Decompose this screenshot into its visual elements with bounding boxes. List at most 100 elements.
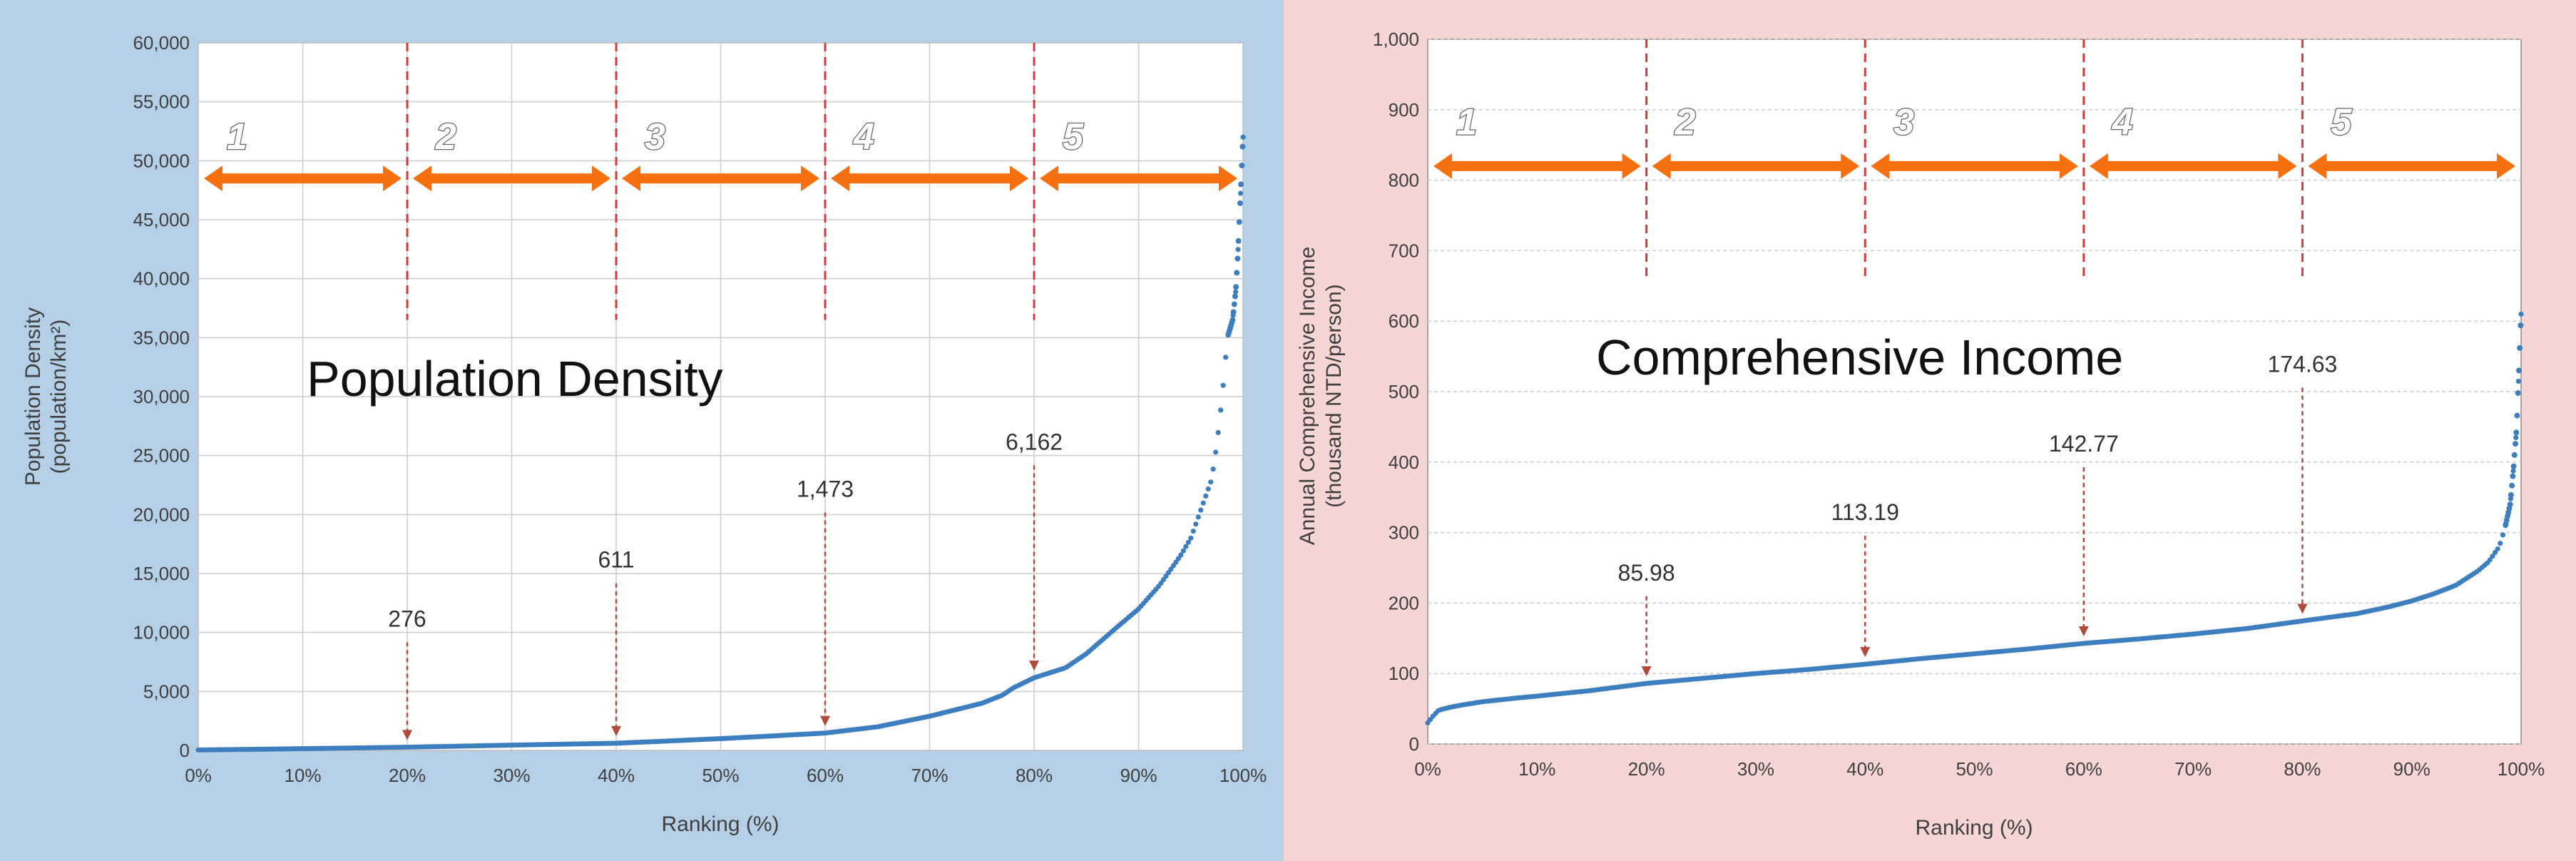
left-data-point <box>1234 270 1240 276</box>
right-data-point <box>2509 482 2515 489</box>
right-x-tick-label: 0% <box>1414 758 1441 780</box>
right-data-point <box>2507 501 2513 508</box>
left-x-tick-label: 20% <box>389 765 426 786</box>
right-annotation-label: 85.98 <box>1618 560 1675 586</box>
left-zone-label: 3 <box>645 116 665 158</box>
right-y-axis-ticks: 0 100 200 300 400 500 600 700 800 900 1,000 <box>1373 29 1419 755</box>
left-data-point <box>1237 190 1244 196</box>
right-data-point <box>2487 557 2493 563</box>
left-y-tick-label: 0 <box>180 740 190 761</box>
right-data-point <box>2510 463 2517 469</box>
right-data-point <box>2518 311 2524 317</box>
right-annotation-arrowhead <box>2078 626 2089 636</box>
left-annotation-arrowhead <box>820 715 830 726</box>
left-data-point <box>1233 284 1240 290</box>
right-y-tick-label: 900 <box>1389 99 1419 121</box>
right-data-point <box>2518 322 2524 329</box>
left-series <box>195 134 1246 753</box>
left-y-tick-label: 35,000 <box>133 327 190 348</box>
right-zone-label: 1 <box>1456 101 1477 143</box>
right-data-point <box>2510 473 2516 479</box>
left-data-point <box>1205 486 1211 492</box>
right-annotation-arrowhead <box>1860 647 1871 658</box>
right-annotations: 85.98 113.19 142.77 174.63 <box>1618 351 2337 677</box>
left-y-tick-label: 5,000 <box>143 681 190 702</box>
left-x-axis-label: Ranking (%) <box>661 812 779 836</box>
right-x-tick-label: 100% <box>2498 758 2545 780</box>
left-zone-label: 2 <box>435 116 456 158</box>
left-data-point <box>1175 556 1181 561</box>
right-zone-arrow <box>2089 153 2297 179</box>
right-y-tick-label: 400 <box>1389 452 1419 473</box>
right-x-axis-label: Ranking (%) <box>1915 816 2033 840</box>
left-data-point <box>1239 162 1245 168</box>
right-x-axis-ticks: 0% 10% 20% 30% 40% 50% 60% 70% 80% 90% 100% <box>1414 758 2545 780</box>
left-zone-label: 4 <box>853 116 874 158</box>
right-x-tick-label: 50% <box>1956 758 1993 780</box>
right-annotation-arrowhead <box>2297 603 2308 614</box>
left-data-point <box>1235 255 1241 262</box>
right-data-point <box>2508 491 2514 498</box>
left-data-point <box>1236 219 1242 225</box>
left-data-point <box>1190 528 1196 534</box>
left-zone-label: 5 <box>1063 116 1084 158</box>
left-y-tick-label: 60,000 <box>133 32 190 54</box>
right-y-tick-label: 800 <box>1389 170 1419 191</box>
right-data-point <box>2490 554 2495 559</box>
left-y-tick-label: 55,000 <box>133 91 190 113</box>
left-annotation-arrowhead <box>402 730 412 740</box>
left-data-point <box>1188 535 1194 541</box>
left-data-point <box>1180 548 1186 554</box>
left-zone-arrow <box>413 165 610 192</box>
left-x-tick-label: 50% <box>702 765 739 786</box>
left-y-tick-label: 25,000 <box>133 445 190 467</box>
right-x-tick-label: 30% <box>1737 758 1774 780</box>
left-zone-arrow <box>204 165 402 192</box>
left-data-point <box>1215 429 1221 435</box>
left-y-tick-label: 45,000 <box>133 209 190 230</box>
right-data-point <box>2515 389 2521 396</box>
left-zone-label: 1 <box>227 116 247 158</box>
right-y-tick-label: 600 <box>1389 310 1419 332</box>
left-data-point <box>1218 407 1224 413</box>
right-data-point <box>2514 412 2520 419</box>
left-data-point <box>1220 382 1226 388</box>
left-y-tick-label: 10,000 <box>133 622 190 643</box>
right-annotation-label: 142.77 <box>2049 431 2119 457</box>
left-annotation-label: 1,473 <box>797 477 854 502</box>
right-y-tick-label: 200 <box>1389 592 1419 613</box>
left-x-tick-label: 60% <box>807 765 844 786</box>
right-annotation-arrowhead <box>1641 666 1652 677</box>
right-x-tick-label: 80% <box>2284 758 2321 780</box>
left-y-axis-units: (population/km²) <box>47 320 71 474</box>
left-zone-arrows: 1 2 3 4 5 <box>204 116 1237 192</box>
right-zone-label: 4 <box>2112 101 2133 143</box>
right-y-tick-label: 1,000 <box>1373 29 1419 50</box>
left-x-axis-ticks: 0% 10% 20% 30% 40% 50% 60% 70% 80% 90% 100% <box>185 765 1267 786</box>
left-data-point <box>1193 521 1199 527</box>
right-annotation-label: 174.63 <box>2267 351 2337 377</box>
right-zone-arrow <box>1652 153 1860 179</box>
left-x-tick-label: 30% <box>493 765 530 786</box>
right-x-tick-label: 60% <box>2065 758 2102 780</box>
left-data-point <box>1240 134 1246 140</box>
right-y-axis-label: Annual Comprehensive Income <box>1296 247 1319 546</box>
right-data-point <box>2511 452 2518 458</box>
left-data-point <box>1231 301 1237 307</box>
right-zone-label: 5 <box>2331 101 2352 143</box>
right-data-point <box>2500 532 2506 538</box>
left-data-point <box>1210 466 1216 472</box>
left-data-point <box>1240 143 1246 150</box>
right-zone-arrow <box>1871 153 2078 179</box>
left-x-tick-label: 90% <box>1120 765 1157 786</box>
right-zone-arrows: 1 2 3 4 5 <box>1433 101 2515 179</box>
left-annotation-label: 611 <box>598 547 634 573</box>
right-gridlines <box>1428 39 2521 745</box>
left-zone-dividers <box>406 43 1036 320</box>
left-y-tick-label: 40,000 <box>133 268 190 290</box>
right-x-tick-label: 10% <box>1518 758 1555 780</box>
left-data-point <box>1232 289 1239 295</box>
right-y-tick-label: 100 <box>1389 663 1419 684</box>
left-annotation-arrowhead <box>1029 661 1039 671</box>
